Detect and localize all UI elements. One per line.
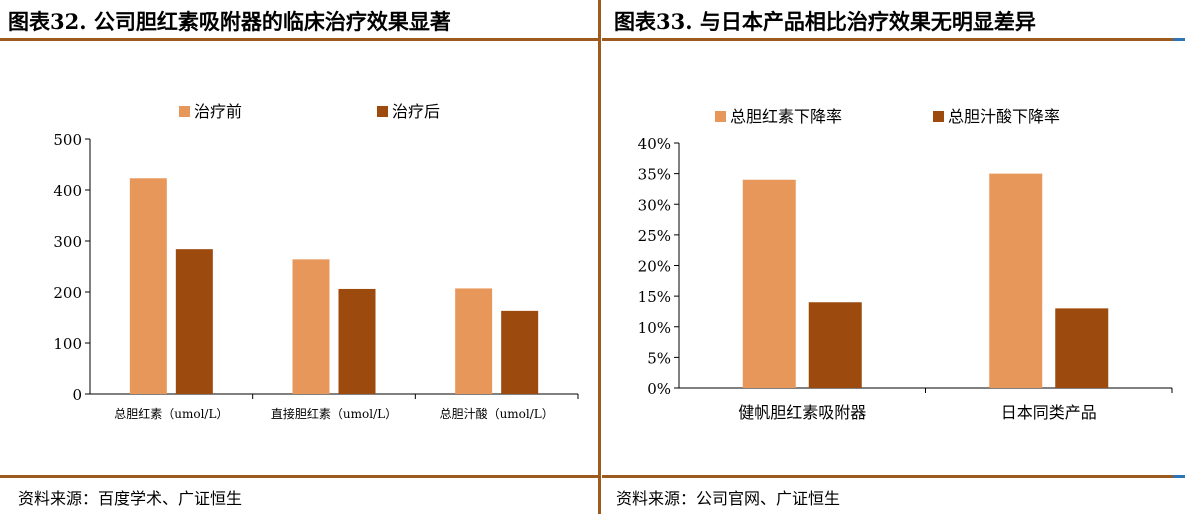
panel-divider (598, 0, 601, 514)
bar-after (808, 302, 862, 388)
y-tick-label: 10% (638, 319, 671, 337)
bar-before (292, 259, 330, 394)
y-tick-label: 5% (647, 349, 671, 367)
y-tick-label: 0% (647, 380, 671, 398)
bar-after (175, 249, 213, 394)
bar-before (129, 178, 167, 394)
right-figure-panel: 图表33. 与日本产品相比治疗效果无明显差异 0% 5% 10% 15% 20% 25% 3… (602, 0, 1185, 514)
y-tick-label: 500 (53, 131, 82, 149)
y-tick-label: 35% (638, 166, 671, 184)
bar-before (455, 288, 493, 394)
y-tick-label: 25% (638, 227, 671, 245)
y-tick-label: 300 (53, 233, 82, 251)
x-category-label: 日本同类产品 (1001, 403, 1097, 422)
bar-after (338, 288, 376, 394)
legend-swatch (715, 111, 726, 122)
legend-label: 总胆红素下降率 (730, 107, 842, 126)
left-title-rule (0, 38, 598, 41)
left-figure-title: 图表32. 公司胆红素吸附器的临床治疗效果显著 (8, 9, 451, 34)
y-tick-label: 400 (53, 182, 82, 200)
y-tick-label: 30% (638, 196, 671, 214)
x-category-label: 总胆红素（umol/L） (114, 406, 228, 421)
right-source-note: 资料来源：公司官网、广证恒生 (616, 489, 841, 508)
legend-label: 总胆汁酸下降率 (948, 107, 1060, 126)
y-tick-label: 100 (53, 335, 82, 353)
legend-swatch (933, 111, 944, 122)
y-tick-label: 40% (638, 135, 671, 153)
right-source-rule (602, 475, 1173, 478)
bar-before (989, 173, 1043, 388)
right-figure-title: 图表33. 与日本产品相比治疗效果无明显差异 (614, 9, 1036, 34)
legend-label: 治疗后 (392, 102, 440, 121)
y-tick-label: 200 (53, 284, 82, 302)
x-category-label: 直接胆红素（umol/L） (271, 406, 397, 421)
y-tick-label: 15% (638, 288, 671, 306)
bar-after (1055, 308, 1109, 388)
left-source-note: 资料来源：百度学术、广证恒生 (18, 489, 243, 508)
bar-before (742, 179, 796, 388)
x-category-label: 健帆胆红素吸附器 (738, 403, 866, 422)
legend-label: 治疗前 (194, 102, 242, 121)
x-category-label: 总胆汁酸（umol/L） (440, 406, 554, 421)
y-tick-label: 20% (638, 258, 671, 276)
left-figure-panel: 图表32. 公司胆红素吸附器的临床治疗效果显著 0 100 200 300 400 500… (0, 9, 598, 508)
bar-after (501, 310, 539, 394)
right-source-rule-accent (1173, 475, 1185, 478)
right-title-rule-accent (1173, 38, 1185, 41)
left-chart-svg: 0 100 200 300 400 500 总胆红素（umol/L） 直接胆红素（umol/L… (53, 102, 579, 421)
y-tick-label: 0 (72, 386, 82, 404)
legend-swatch (377, 106, 388, 117)
left-source-rule (0, 475, 598, 478)
legend-swatch (179, 106, 190, 117)
right-chart-svg: 0% 5% 10% 15% 20% 25% 30% 35% 40% 健帆胆红素吸附器 日本同类产品 总… (638, 107, 1173, 422)
right-title-rule (602, 38, 1173, 41)
